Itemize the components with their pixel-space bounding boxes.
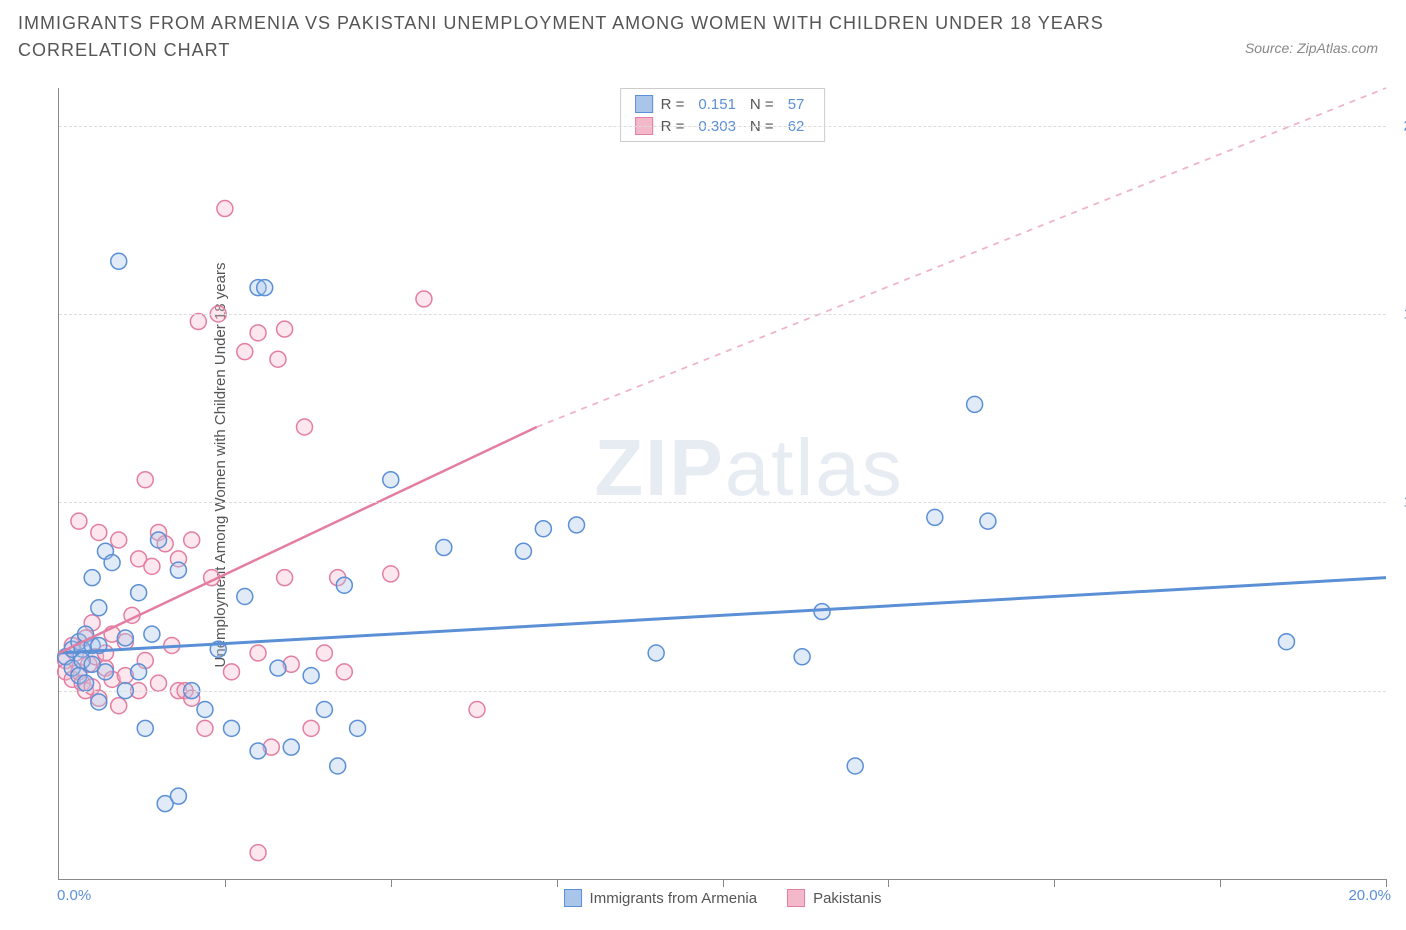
legend-label: Immigrants from Armenia xyxy=(590,890,758,907)
legend-row-armenia: R = 0.151 N = 57 xyxy=(635,93,811,115)
gridline xyxy=(59,691,1386,692)
correlation-legend: R = 0.151 N = 57 R = 0.303 N = 62 xyxy=(620,88,826,142)
legend-item-pakistani: Pakistanis xyxy=(787,889,881,907)
y-tick-label: 10.0% xyxy=(1391,494,1406,511)
x-axis-max-label: 20.0% xyxy=(1348,887,1391,904)
gridline xyxy=(59,314,1386,315)
legend-swatch-icon xyxy=(787,889,805,907)
r-value-armenia: 0.151 xyxy=(698,96,736,113)
y-tick-label: 20.0% xyxy=(1391,117,1406,134)
x-tick xyxy=(888,879,889,887)
x-tick xyxy=(723,879,724,887)
source-label: Source: ZipAtlas.com xyxy=(1245,40,1378,56)
gridline xyxy=(59,126,1386,127)
x-tick xyxy=(391,879,392,887)
x-tick xyxy=(557,879,558,887)
r-label: R = xyxy=(661,96,685,113)
n-value-armenia: 57 xyxy=(788,96,805,113)
plot-area: ZIPatlas R = 0.151 N = 57 R = 0.303 N = … xyxy=(58,88,1386,880)
x-tick xyxy=(1386,879,1387,887)
gridline xyxy=(59,502,1386,503)
x-axis-min-label: 0.0% xyxy=(57,887,91,904)
series-legend: Immigrants from Armenia Pakistanis xyxy=(564,889,882,907)
y-tick-label: 5.0% xyxy=(1391,682,1406,699)
x-tick xyxy=(1054,879,1055,887)
n-label: N = xyxy=(750,96,774,113)
y-tick-label: 15.0% xyxy=(1391,306,1406,323)
legend-swatch-icon xyxy=(564,889,582,907)
legend-item-armenia: Immigrants from Armenia xyxy=(564,889,758,907)
legend-swatch-armenia xyxy=(635,95,653,113)
chart-svg xyxy=(59,88,1386,879)
legend-label: Pakistanis xyxy=(813,890,881,907)
x-tick xyxy=(1220,879,1221,887)
chart-title: IMMIGRANTS FROM ARMENIA VS PAKISTANI UNE… xyxy=(18,10,1118,64)
x-tick xyxy=(225,879,226,887)
plot-container: ZIPatlas R = 0.151 N = 57 R = 0.303 N = … xyxy=(58,88,1386,880)
